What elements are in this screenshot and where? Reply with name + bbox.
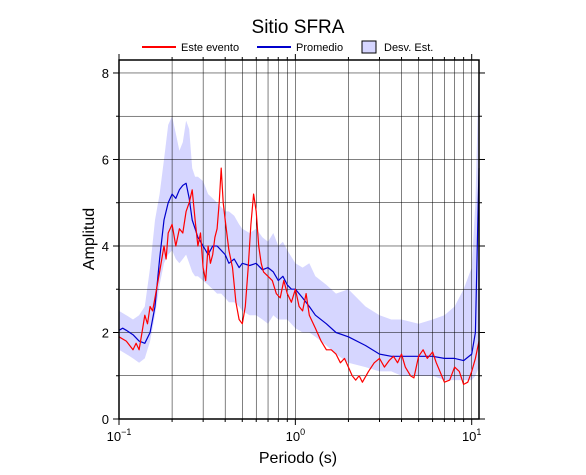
x-tick-label: 10−1 bbox=[107, 427, 132, 444]
y-tick-label: 4 bbox=[102, 239, 109, 254]
legend-label: Este evento bbox=[181, 42, 239, 54]
std-band bbox=[119, 60, 479, 381]
legend: Este evento Promedio Desv. Est. bbox=[142, 40, 433, 54]
series-promedio bbox=[118, 168, 480, 362]
legend-label: Promedio bbox=[296, 42, 343, 54]
x-tick-label: 100 bbox=[286, 427, 305, 444]
x-axis-title: Periodo (s) bbox=[259, 450, 337, 467]
axes-layer: 10−1 100 101 0 2 4 6 8 bbox=[102, 54, 485, 444]
legend-swatch bbox=[361, 40, 377, 54]
series-layer bbox=[118, 167, 480, 385]
x-tick-label: 101 bbox=[462, 427, 481, 444]
legend-label: Desv. Est. bbox=[384, 42, 433, 54]
y-axis-title: Amplitud bbox=[81, 208, 98, 270]
y-tick-label: 0 bbox=[102, 412, 109, 427]
y-tick-label: 6 bbox=[102, 152, 109, 167]
chart-title: Sitio SFRA bbox=[252, 17, 345, 38]
std-band-layer bbox=[119, 60, 479, 381]
plot-frame bbox=[118, 59, 480, 420]
y-tick-label: 2 bbox=[102, 325, 109, 340]
series-este-evento bbox=[118, 167, 480, 385]
y-tick-label: 8 bbox=[102, 66, 109, 81]
